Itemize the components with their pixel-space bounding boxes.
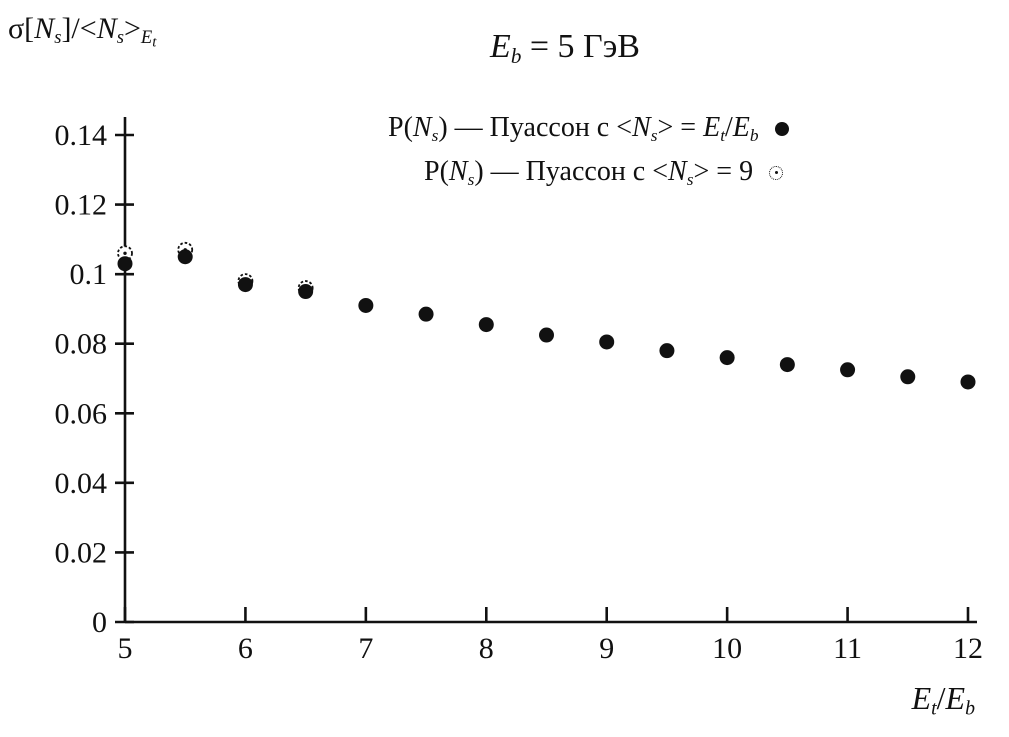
- open-circle-icon: [769, 165, 784, 180]
- filled-circle-icon: [774, 121, 789, 136]
- svg-text:10: 10: [712, 632, 742, 665]
- svg-text:11: 11: [833, 632, 862, 665]
- svg-text:0.06: 0.06: [55, 397, 108, 430]
- svg-text:0.02: 0.02: [55, 536, 108, 569]
- svg-text:0: 0: [92, 606, 107, 639]
- legend-label: P(Ns) — Пуассон с <Ns> = 9: [424, 156, 754, 189]
- legend-item-poisson-9: P(Ns) — Пуассон с <Ns> = 9: [424, 156, 784, 190]
- svg-text:7: 7: [358, 632, 373, 665]
- svg-text:0.04: 0.04: [55, 467, 108, 500]
- x-axis-label: Et/Eb: [911, 680, 975, 720]
- chart-title: Eb = 5 ГэВ: [490, 28, 640, 68]
- svg-text:6: 6: [238, 632, 253, 665]
- svg-text:8: 8: [479, 632, 494, 665]
- svg-text:12: 12: [953, 632, 983, 665]
- svg-text:0.08: 0.08: [55, 328, 108, 361]
- svg-text:0.14: 0.14: [55, 119, 108, 152]
- svg-text:0.12: 0.12: [55, 189, 108, 222]
- legend-item-poisson-etb: P(Ns) — Пуассон с <Ns> = Et/Eb: [388, 112, 789, 146]
- svg-text:0.1: 0.1: [70, 258, 108, 291]
- y-axis-label: σ[Ns]/<Ns>Et: [8, 12, 157, 51]
- svg-text:5: 5: [118, 632, 133, 665]
- svg-text:9: 9: [599, 632, 614, 665]
- legend-label: P(Ns) — Пуассон с <Ns> = Et/Eb: [388, 112, 759, 145]
